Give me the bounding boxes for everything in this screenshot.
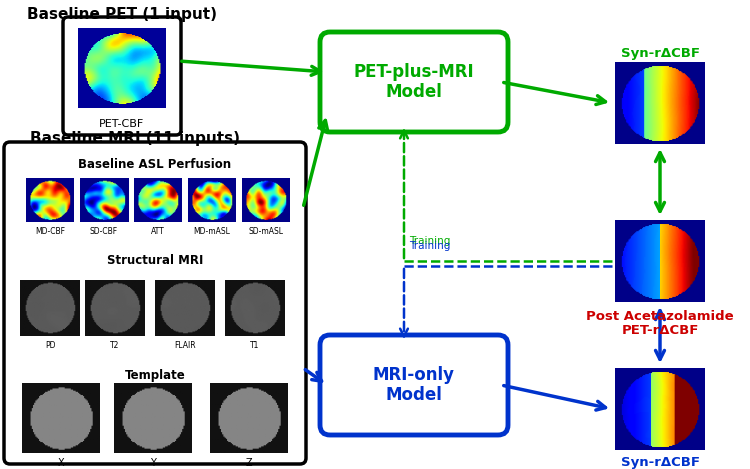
FancyBboxPatch shape [320, 335, 508, 435]
Text: Structural MRI: Structural MRI [106, 254, 203, 266]
Text: Post Acetazolamide: Post Acetazolamide [586, 310, 734, 323]
Text: T2: T2 [110, 341, 120, 350]
Text: MD-mASL: MD-mASL [194, 227, 230, 236]
FancyBboxPatch shape [320, 32, 508, 132]
Text: ATT: ATT [151, 227, 165, 236]
Text: SD-CBF: SD-CBF [90, 227, 118, 236]
Text: SD-mASL: SD-mASL [248, 227, 284, 236]
FancyBboxPatch shape [4, 142, 306, 464]
Text: Syn-rΔCBF: Syn-rΔCBF [620, 456, 700, 469]
Text: Baseline MRI (11 inputs): Baseline MRI (11 inputs) [30, 130, 240, 145]
Text: Training: Training [409, 236, 450, 246]
FancyBboxPatch shape [63, 17, 181, 135]
Text: MD-CBF: MD-CBF [35, 227, 65, 236]
Text: Training: Training [409, 241, 450, 251]
Text: PET-CBF: PET-CBF [99, 119, 145, 129]
Text: Model: Model [386, 83, 442, 101]
Text: MRI-only: MRI-only [373, 366, 455, 384]
Text: PET-plus-MRI: PET-plus-MRI [354, 63, 474, 81]
Text: Y: Y [150, 458, 156, 468]
Text: Syn-rΔCBF: Syn-rΔCBF [620, 47, 700, 61]
Text: Template: Template [124, 370, 185, 383]
Text: PD: PD [45, 341, 56, 350]
Text: FLAIR: FLAIR [174, 341, 196, 350]
Text: Baseline PET (1 input): Baseline PET (1 input) [27, 8, 217, 23]
Text: Baseline ASL Perfusion: Baseline ASL Perfusion [79, 158, 232, 171]
Text: T1: T1 [251, 341, 260, 350]
Text: PET-rΔCBF: PET-rΔCBF [621, 324, 699, 337]
Text: Model: Model [386, 386, 442, 404]
Text: X: X [58, 458, 64, 468]
Text: Z: Z [246, 458, 252, 468]
